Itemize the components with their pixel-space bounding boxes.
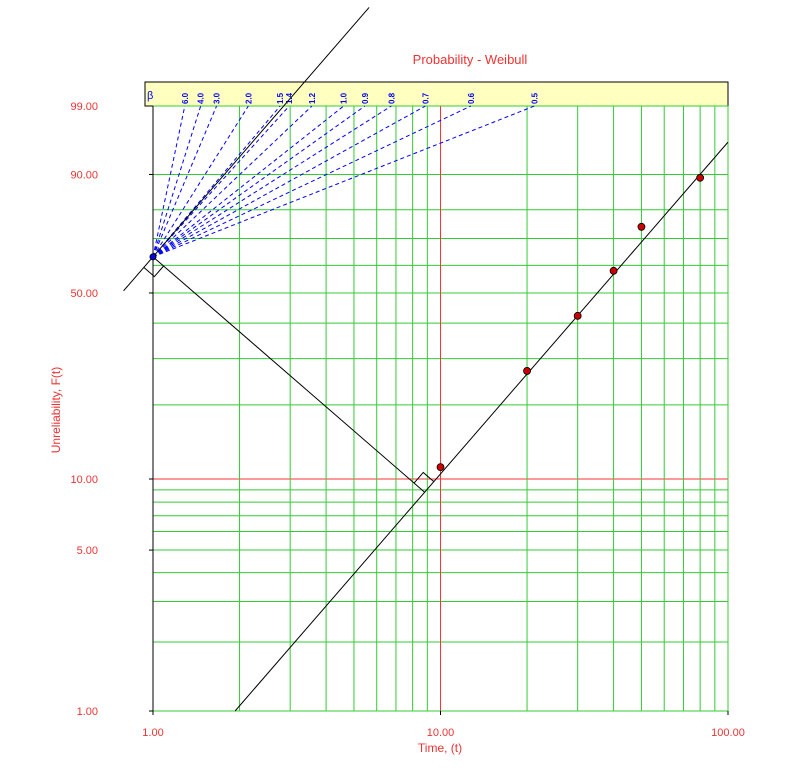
beta-guide	[152, 105, 249, 258]
beta-guide	[152, 105, 290, 258]
data-point	[573, 311, 582, 320]
beta-guide	[152, 105, 366, 258]
y-tick-label: 5.00	[77, 545, 98, 557]
x-tick-label: 100.00	[711, 727, 745, 739]
y-tick-label: 90.00	[70, 169, 98, 181]
chart-title: Probability - Weibull	[413, 52, 528, 67]
data-point	[523, 367, 531, 375]
beta-label: 0.9	[361, 92, 370, 104]
y-tick-label: 50.00	[70, 288, 98, 300]
beta-guide	[152, 105, 186, 257]
beta-label: 2.0	[244, 92, 253, 104]
beta-label: 1.0	[340, 92, 349, 104]
beta-label: 1.4	[285, 92, 294, 104]
x-tick-label: 10.00	[427, 727, 455, 739]
beta-label: 4.0	[197, 92, 206, 104]
beta-guide	[152, 105, 392, 258]
beta-band	[144, 81, 729, 107]
beta-guide	[152, 105, 472, 258]
y-axis-label: Unreliability, F(t)	[49, 367, 63, 453]
beta-guide	[152, 105, 218, 258]
data-point	[637, 222, 646, 231]
x-axis-label: Time, (t)	[418, 741, 462, 755]
parallel-line	[123, 7, 370, 292]
beta-label: 1.5	[276, 92, 285, 104]
beta-guide	[152, 105, 535, 258]
y-tick-label: 10.00	[70, 474, 98, 486]
beta-label: 0.5	[530, 92, 539, 104]
fit-line	[234, 141, 729, 712]
beta-guide	[152, 105, 313, 258]
beta-label: 0.8	[387, 92, 396, 104]
beta-label: 6.0	[181, 92, 190, 104]
beta-guide	[152, 105, 202, 257]
beta-guide	[152, 105, 345, 258]
data-point	[436, 463, 445, 472]
data-point	[609, 266, 618, 275]
beta-symbol: β	[147, 90, 153, 102]
x-tick-label: 1.00	[142, 727, 163, 739]
right-angle	[143, 265, 164, 278]
origin-point	[149, 253, 157, 261]
beta-guide	[152, 105, 281, 258]
beta-label: 0.7	[421, 92, 430, 104]
y-tick-label: 1.00	[77, 706, 98, 718]
beta-guide	[152, 105, 426, 258]
y-tick-label: 99.00	[70, 101, 98, 113]
beta-label: 1.2	[308, 92, 317, 104]
beta-label: 3.0	[213, 92, 222, 104]
right-angle	[413, 471, 435, 484]
data-point	[696, 173, 705, 182]
perpendicular-line	[152, 256, 425, 493]
beta-label: 0.6	[467, 92, 476, 104]
